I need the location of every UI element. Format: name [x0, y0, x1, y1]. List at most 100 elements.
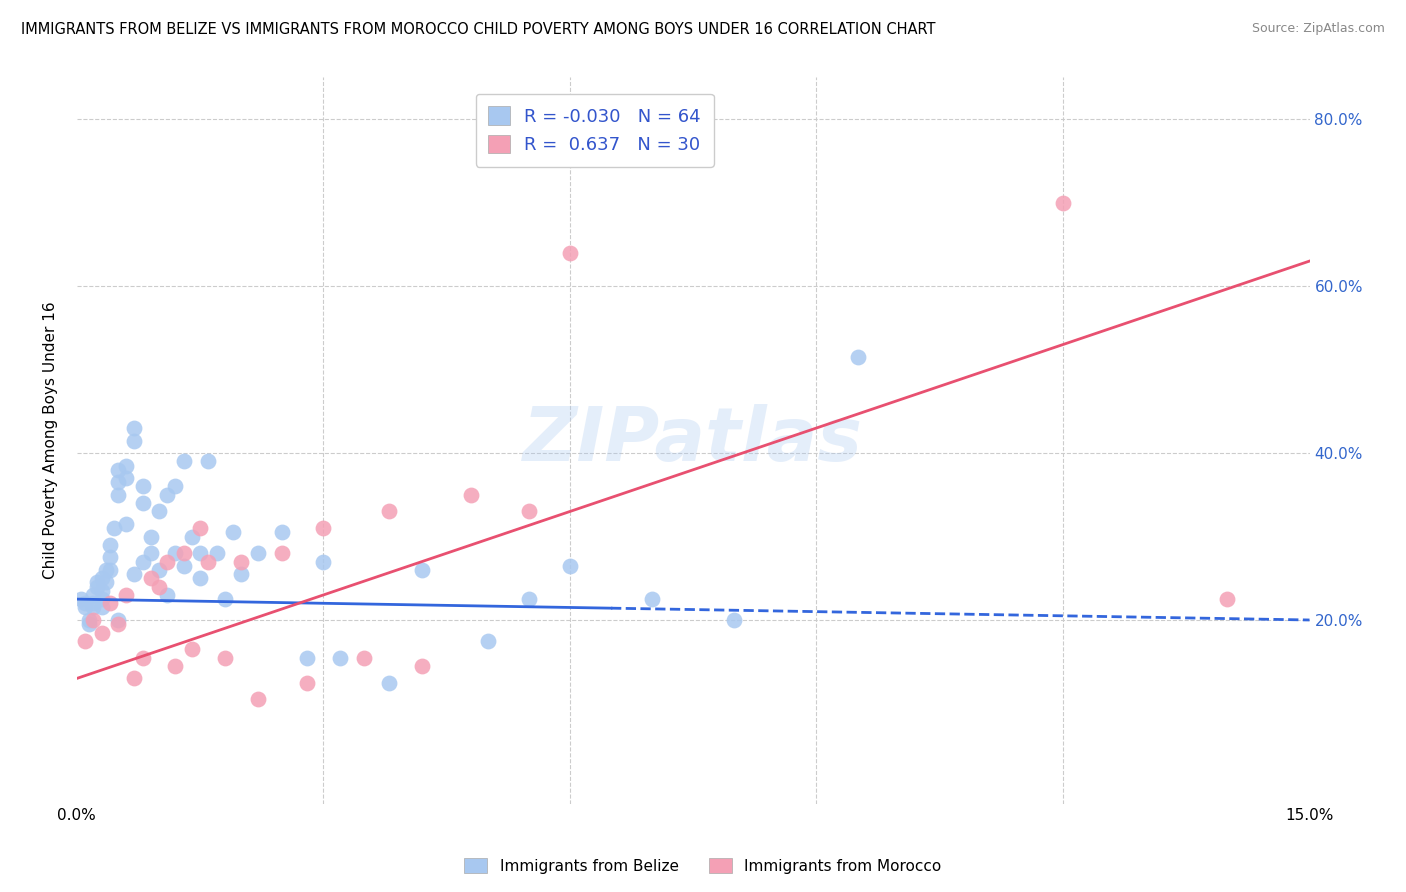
Point: [558, 245, 581, 260]
Point: [82, 596, 104, 610]
Point: [70, 592, 93, 607]
Point: [90, 625, 112, 640]
Point: [231, 567, 253, 582]
Point: [90, 592, 112, 607]
Point: [173, 546, 195, 560]
Point: [94, 563, 117, 577]
Point: [460, 488, 482, 502]
Point: [90, 571, 112, 585]
Point: [124, 672, 146, 686]
Point: [188, 521, 211, 535]
Point: [131, 479, 153, 493]
Point: [124, 567, 146, 582]
Point: [107, 488, 129, 502]
Point: [115, 458, 138, 473]
Point: [205, 546, 228, 560]
Point: [214, 592, 236, 607]
Point: [180, 529, 202, 543]
Point: [271, 525, 294, 540]
Point: [222, 525, 245, 540]
Point: [197, 454, 219, 468]
Point: [173, 454, 195, 468]
Text: ZIPatlas: ZIPatlas: [523, 404, 863, 477]
Point: [148, 504, 170, 518]
Point: [246, 692, 269, 706]
Point: [411, 659, 433, 673]
Point: [82, 588, 104, 602]
Point: [103, 521, 125, 535]
Point: [94, 575, 117, 590]
Point: [517, 504, 540, 518]
Point: [131, 650, 153, 665]
Point: [107, 463, 129, 477]
Point: [180, 642, 202, 657]
Point: [131, 496, 153, 510]
Y-axis label: Child Poverty Among Boys Under 16: Child Poverty Among Boys Under 16: [44, 301, 58, 579]
Point: [77, 613, 100, 627]
Point: [115, 588, 138, 602]
Point: [271, 546, 294, 560]
Point: [90, 600, 112, 615]
Point: [107, 475, 129, 490]
Point: [75, 600, 97, 615]
Point: [411, 563, 433, 577]
Point: [329, 650, 352, 665]
Point: [231, 555, 253, 569]
Point: [98, 596, 121, 610]
Point: [165, 546, 187, 560]
Point: [156, 555, 179, 569]
Point: [75, 596, 97, 610]
Point: [86, 575, 108, 590]
Point: [1216, 592, 1239, 607]
Point: [378, 504, 401, 518]
Point: [139, 571, 162, 585]
Point: [517, 592, 540, 607]
Point: [1052, 195, 1074, 210]
Point: [82, 600, 104, 615]
Point: [173, 558, 195, 573]
Point: [246, 546, 269, 560]
Text: IMMIGRANTS FROM BELIZE VS IMMIGRANTS FROM MOROCCO CHILD POVERTY AMONG BOYS UNDER: IMMIGRANTS FROM BELIZE VS IMMIGRANTS FRO…: [21, 22, 935, 37]
Point: [77, 617, 100, 632]
Point: [558, 558, 581, 573]
Point: [90, 583, 112, 598]
Point: [98, 550, 121, 565]
Legend: R = -0.030   N = 64, R =  0.637   N = 30: R = -0.030 N = 64, R = 0.637 N = 30: [475, 94, 714, 167]
Point: [98, 538, 121, 552]
Point: [378, 675, 401, 690]
Point: [165, 479, 187, 493]
Point: [98, 563, 121, 577]
Point: [353, 650, 375, 665]
Point: [156, 588, 179, 602]
Point: [115, 516, 138, 531]
Point: [846, 350, 869, 364]
Point: [124, 421, 146, 435]
Point: [107, 617, 129, 632]
Point: [312, 521, 335, 535]
Point: [124, 434, 146, 448]
Point: [115, 471, 138, 485]
Point: [165, 659, 187, 673]
Point: [131, 555, 153, 569]
Point: [139, 529, 162, 543]
Point: [139, 546, 162, 560]
Point: [295, 650, 318, 665]
Point: [723, 613, 745, 627]
Point: [295, 675, 318, 690]
Point: [188, 571, 211, 585]
Point: [148, 580, 170, 594]
Text: Source: ZipAtlas.com: Source: ZipAtlas.com: [1251, 22, 1385, 36]
Point: [312, 555, 335, 569]
Point: [214, 650, 236, 665]
Point: [82, 613, 104, 627]
Point: [86, 580, 108, 594]
Point: [107, 613, 129, 627]
Point: [188, 546, 211, 560]
Point: [156, 488, 179, 502]
Point: [197, 555, 219, 569]
Point: [477, 633, 499, 648]
Point: [75, 633, 97, 648]
Point: [641, 592, 664, 607]
Legend: Immigrants from Belize, Immigrants from Morocco: Immigrants from Belize, Immigrants from …: [458, 852, 948, 880]
Point: [148, 563, 170, 577]
